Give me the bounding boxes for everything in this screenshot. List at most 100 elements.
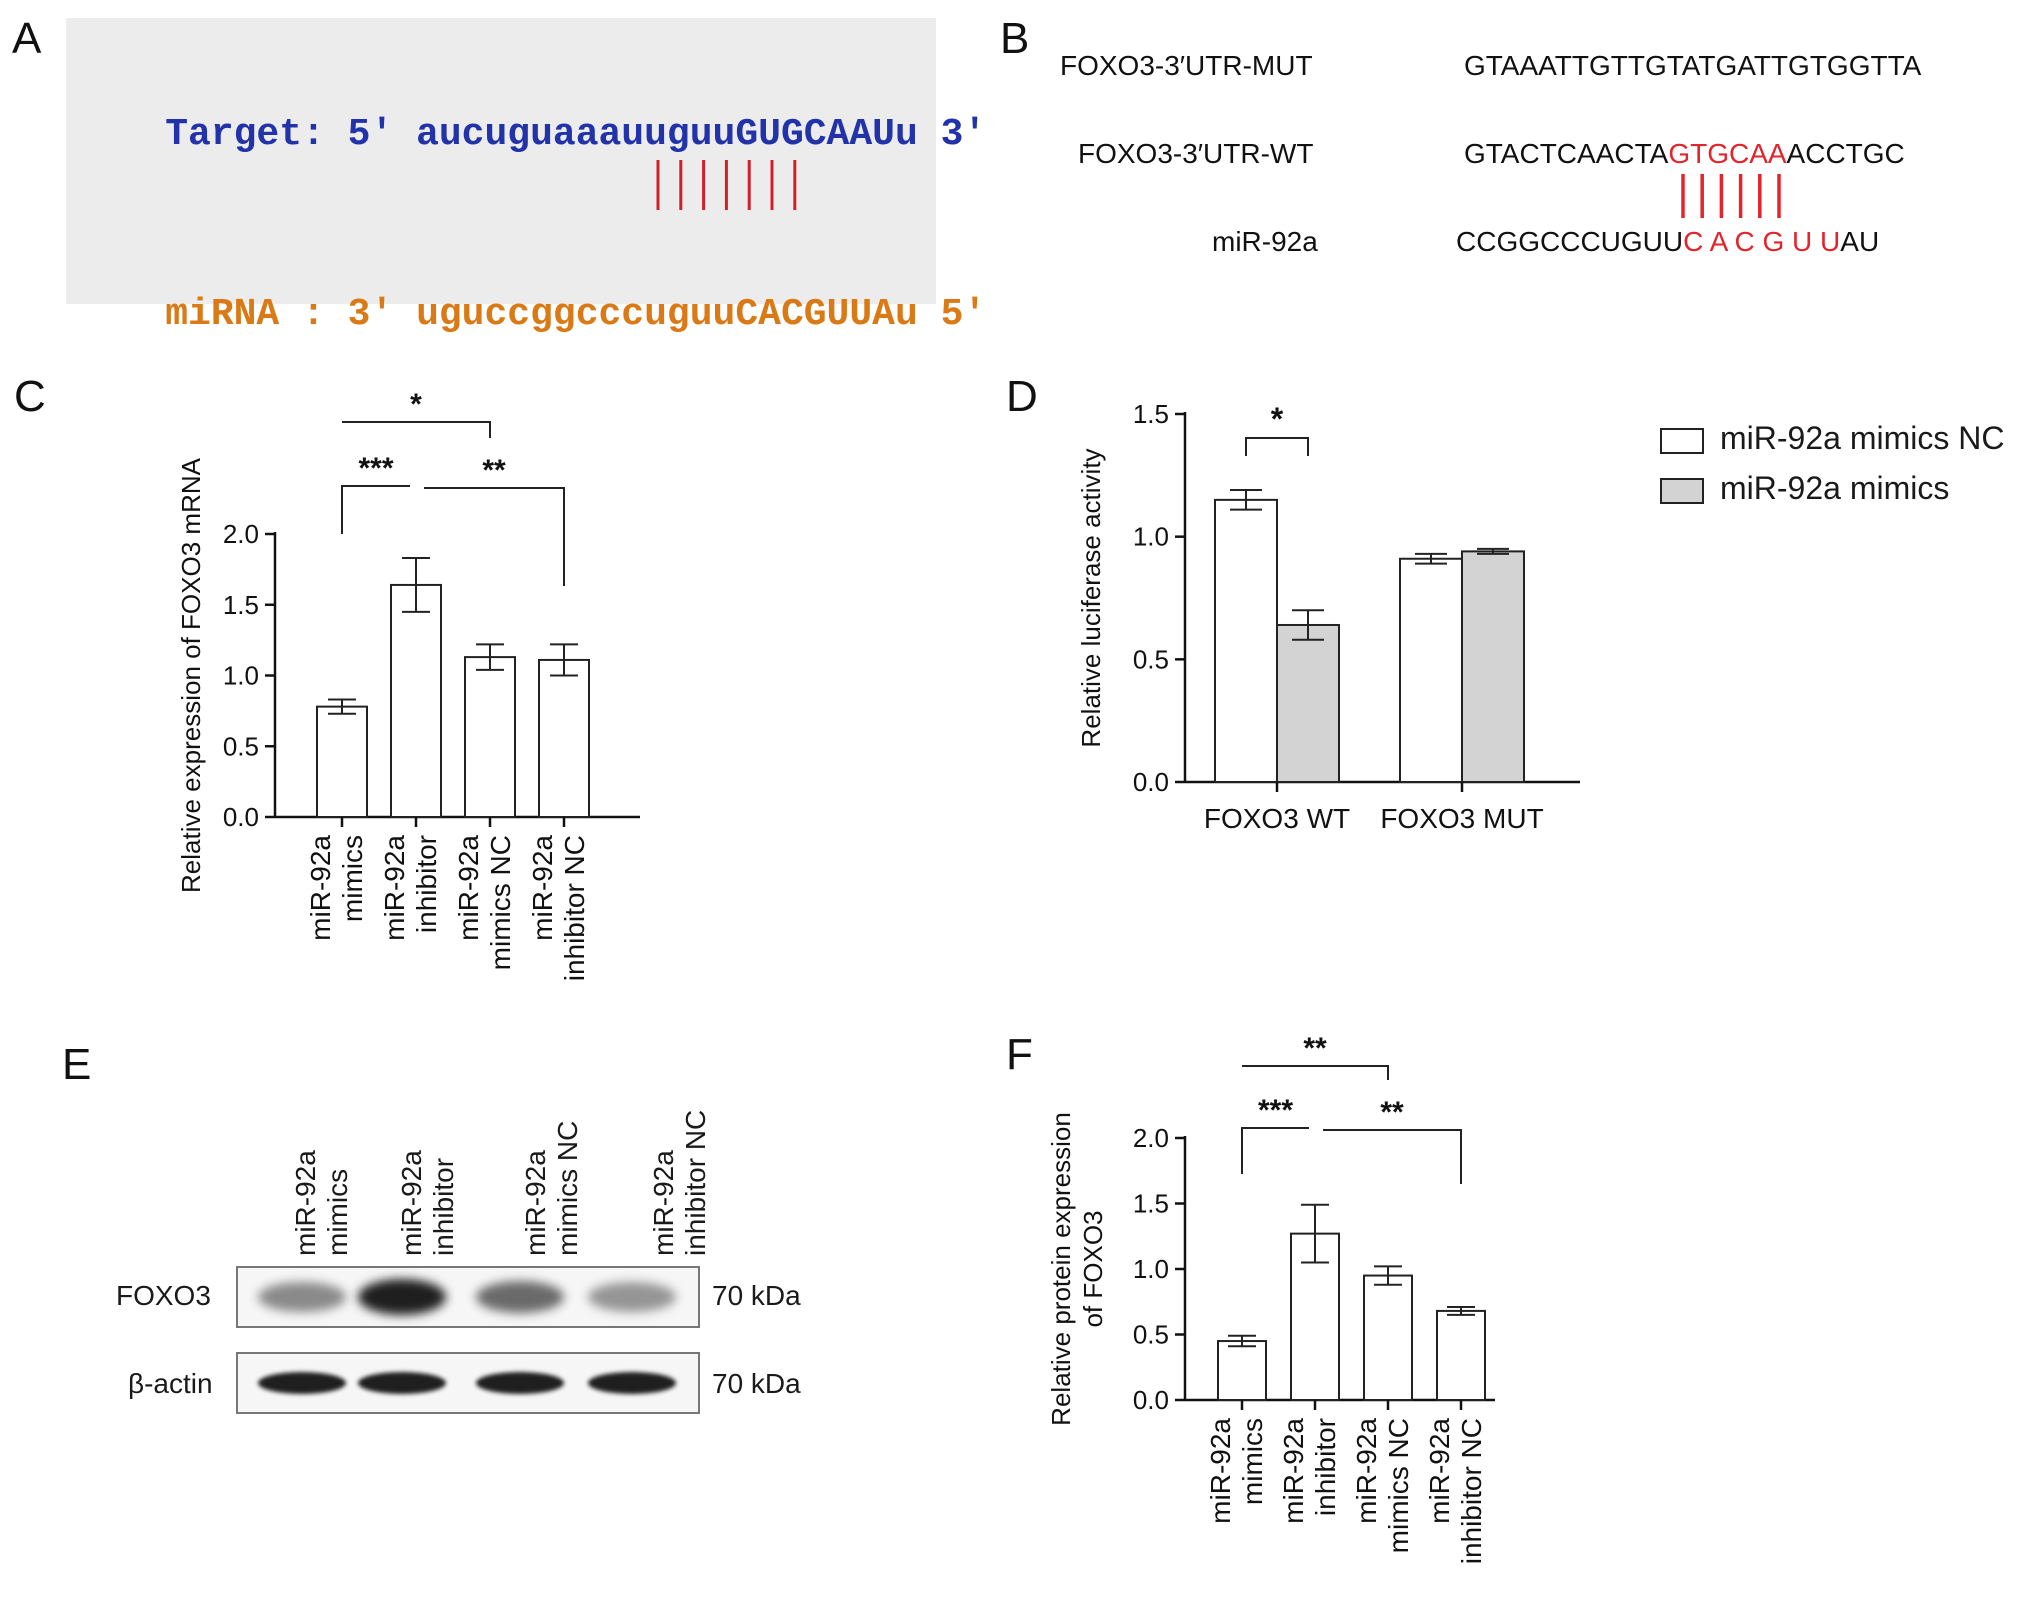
chart-c-category-label: mimics [337,835,368,922]
seed-pair-lines [1681,174,1781,218]
target-seq-tail: u [894,113,918,156]
panel-label-a: A [12,14,42,63]
blot-row-foxo3-label: FOXO3 [116,1280,211,1311]
target-seq-lower: aucuguaaauuguu [416,113,736,156]
chart-d-legend: miR-92a mimics NC miR-92a mimics [1660,418,2020,518]
mir-seq-seed: C A C G U U [1683,226,1841,257]
chart-f-foxo3-protein: 0.0 0.5 1.0 1.5 2.0 Relative protein expressi… [1046,1032,1495,1564]
panel-label-e: E [62,1040,92,1089]
chart-d-significance-bracket [1245,437,1309,456]
chart-c-category-label: inhibitor [411,835,442,933]
chart-c-bar [316,705,368,819]
panel-label-f: F [1006,1030,1033,1079]
base-pairing-lines [656,160,797,210]
mirna-seq-tail: u [894,293,918,336]
blot-band [258,1281,346,1313]
sequence-comparison: FOXO3-3′UTR-MUT GTAAATTGTTGTATGATTGTGGTT… [1040,40,2000,280]
panel-label-b: B [1000,14,1030,63]
chart-f-bar [1436,1309,1486,1402]
target-sequence-line: Target: 5' aucuguaaauuguuGUGCAAUu 3' [74,70,986,199]
chart-c-y-axis-label: Relative expression of FOXO3 mRNA [176,457,206,893]
chart-c-bar [390,583,442,818]
western-blot: miR-92a mimics miR-92a inhibitor miR-92a mimi… [100,1080,840,1460]
blot-band [588,1282,676,1312]
mut-row-label: FOXO3-3′UTR-MUT [1060,50,1313,81]
chart-c-foxo3-mrna: 0.0 0.5 1.0 1.5 2.0 Relative expression of FO… [176,388,640,981]
mir-row-seq: CCGGCCCUGUUC A C G U UAU [1456,226,1879,258]
chart-f-category-label: miR-92a [1351,1418,1382,1524]
chart-c-category-label: mimics NC [485,835,516,970]
chart-c-y-tick-label: 1.0 [223,661,259,691]
chart-c-category-label: miR-92a [453,835,484,941]
chart-c-category-label: miR-92a [379,835,410,941]
blot-row-foxo3 [236,1266,700,1328]
blot-band [358,1372,446,1394]
chart-f-category-label: miR-92a [1205,1418,1236,1524]
blot-band [258,1372,346,1394]
chart-d-y-tick-label: 0.5 [1133,644,1169,674]
chart-d-bar [1461,550,1525,783]
legend-swatch-mimics-nc [1660,428,1704,454]
chart-c-y-tick-label: 2.0 [223,519,259,549]
chart-d-category-label: FOXO3 WT [1204,803,1350,834]
mir-row-label: miR-92a [1212,226,1318,257]
mirna-prefix: miRNA : 3' [165,293,394,336]
chart-c-significance-label: * [410,388,422,421]
chart-f-y-tick-label: 0.5 [1133,1320,1169,1350]
chart-c-significance-bracket [342,421,491,438]
target-prefix: Target: 5' [165,113,394,156]
blot-row-actin-size: 70 kDa [712,1368,801,1399]
chart-c-bar [464,656,516,819]
wt-row-seq: GTACTCAACTAGTGCAAACCTGC [1464,138,1905,170]
chart-c-significance-bracket [341,485,410,534]
wt-seq-post: ACCTGC [1786,138,1905,169]
blot-band [476,1372,564,1394]
blot-band [358,1279,446,1315]
chart-c-category-label: miR-92a [527,835,558,941]
chart-f-significance-label: ** [1303,1032,1327,1065]
mirna-suffix: 5' [940,293,987,336]
wt-seq-pre: GTACTCAACTA [1464,138,1669,169]
chart-c-category-label: miR-92a [305,835,336,941]
chart-d-bar [1399,557,1463,783]
chart-f-significance-label: ** [1380,1096,1404,1129]
chart-f-category-label: inhibitor NC [1456,1418,1487,1564]
legend-label-mimics: miR-92a mimics [1720,470,1950,506]
chart-d-bar [1276,623,1340,783]
chart-c-y-tick-label: 0.5 [223,731,259,761]
chart-d-y-tick-label: 0.0 [1133,767,1169,797]
chart-f-category-label: mimics [1237,1418,1268,1505]
wt-row-label: FOXO3-3′UTR-WT [1078,138,1314,169]
chart-f-y-axis-label: of FOXO3 [1078,1210,1108,1327]
mirna-seq-upper: CACGUUA [735,293,895,336]
chart-d-bar [1214,498,1278,783]
chart-f-bar [1363,1274,1413,1401]
chart-c-significance-label: ** [482,454,506,487]
chart-d-significance-label: * [1271,401,1284,437]
blot-row-foxo3-size: 70 kDa [712,1280,801,1311]
mir-seq-pre: CCGGCCCUGUU [1456,226,1684,257]
mirna-seq-lower: uguccggcccuguu [416,293,736,336]
chart-d-y-axis-label: Relative luciferase activity [1076,448,1106,747]
chart-f-significance-bracket [1242,1065,1389,1080]
mirna-sequence-line: miRNA : 3' uguccggcccuguuCACGUUAu 5' [74,250,986,379]
chart-c-category-label: inhibitor NC [559,835,590,981]
chart-f-category-label: mimics NC [1383,1418,1414,1553]
chart-d-category-label: FOXO3 MUT [1380,803,1543,834]
blot-lane-label: mimics NC [552,1120,583,1256]
chart-d-y-tick-label: 1.5 [1133,399,1169,429]
legend-swatch-mimics [1660,478,1704,504]
blot-lane-label: inhibitor [428,1157,459,1256]
chart-c-bar [538,658,590,818]
blot-lane-label: mimics [322,1168,353,1256]
blot-band [476,1281,564,1313]
chart-f-y-tick-label: 2.0 [1133,1123,1169,1153]
sequence-alignment-box: Target: 5' aucuguaaauuguuGUGCAAUu 3' miR… [66,18,986,336]
blot-lane-label: miR-92a [520,1150,551,1256]
blot-row-actin-label: β-actin [128,1368,213,1399]
chart-c-significance-bracket [424,487,565,586]
chart-f-category-label: miR-92a [1278,1418,1309,1524]
mir-seq-post: AU [1840,226,1880,257]
target-suffix: 3' [940,113,987,156]
blot-lane-label: miR-92a [648,1150,679,1256]
